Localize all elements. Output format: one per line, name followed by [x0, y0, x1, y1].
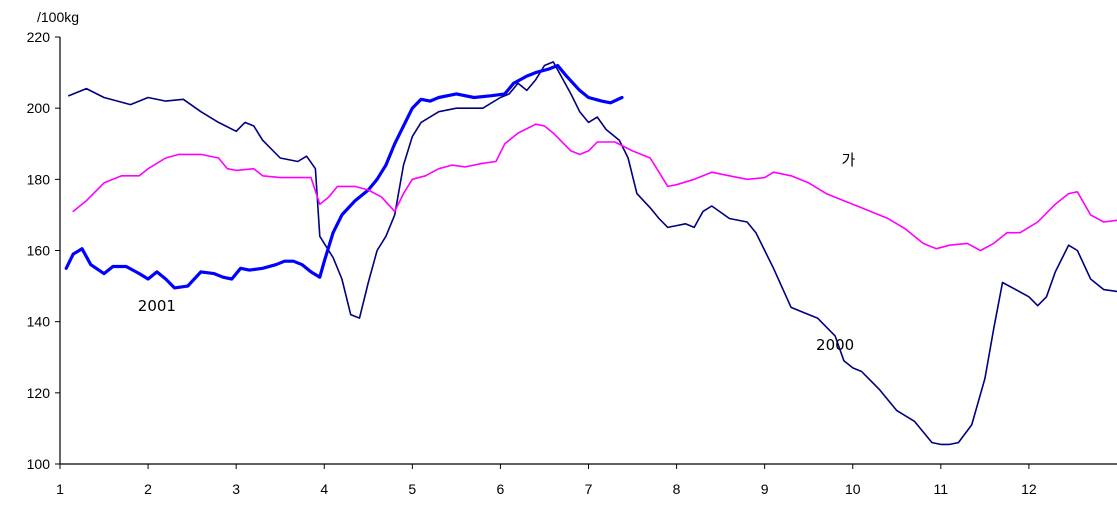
- series-layer: [64, 61, 1117, 446]
- series-label-0: 2000: [816, 336, 854, 354]
- x-tick-label-11: 11: [934, 481, 949, 497]
- series-line-2: [72, 123, 1117, 252]
- y-axis-unit-label: /100kg: [37, 9, 79, 25]
- y-tick-label-220: 220: [27, 29, 51, 45]
- y-tick-label-200: 200: [27, 100, 51, 116]
- x-tick-label-7: 7: [585, 481, 593, 497]
- y-tick-label-180: 180: [27, 171, 51, 187]
- x-tick-label-9: 9: [761, 481, 769, 497]
- series-label-1: 2001: [138, 297, 176, 315]
- x-tick-label-6: 6: [497, 481, 505, 497]
- y-tick-label-100: 100: [27, 456, 51, 472]
- y-axis: 100 120 140 160 180 200 220: [27, 29, 60, 472]
- x-tick-label-8: 8: [673, 481, 681, 497]
- series-label-2: 가: [841, 151, 855, 169]
- x-tick-label-10: 10: [845, 481, 861, 497]
- x-tick-label-5: 5: [408, 481, 416, 497]
- x-axis: 1 2 3 4 5 6 7 8 9 10 11 12: [56, 464, 1037, 497]
- y-tick-label-140: 140: [27, 314, 51, 330]
- series-line-0: [68, 61, 1117, 446]
- x-tick-label-12: 12: [1021, 481, 1037, 497]
- y-tick-label-120: 120: [27, 385, 51, 401]
- x-tick-label-2: 2: [144, 481, 152, 497]
- y-tick-label-160: 160: [27, 243, 51, 259]
- series-labels: 2000 2001 가: [138, 151, 856, 354]
- x-tick-label-3: 3: [232, 481, 240, 497]
- x-tick-label-4: 4: [320, 481, 328, 497]
- series-line-1: [64, 63, 624, 290]
- x-tick-label-1: 1: [56, 481, 64, 497]
